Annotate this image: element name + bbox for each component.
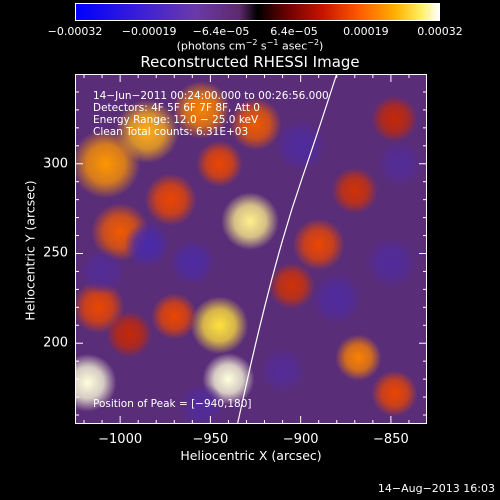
y-axis-label: Heliocentric Y (arcsec)	[22, 180, 38, 321]
peak-position-label: Position of Peak = [−940,180]	[93, 398, 252, 410]
emission-source	[371, 370, 418, 417]
colorbar-units-sup1: −2	[245, 38, 258, 47]
colorbar-units-close: )	[319, 39, 324, 53]
colorbar-tick-labels: −0.00032 −0.00019 −6.4e−05 6.4e−05 0.00019 0.…	[0, 25, 500, 39]
emission-source	[115, 99, 179, 164]
negative-residual	[376, 140, 424, 187]
emission-source	[331, 167, 378, 214]
y-tick-label: 200	[43, 335, 68, 351]
plot-frame	[75, 74, 427, 424]
emission-source	[144, 173, 197, 226]
x-tick-label: −950	[192, 432, 229, 447]
colorbar-units-text: (photons cm	[176, 39, 246, 53]
emission-source	[106, 311, 153, 358]
negative-residual	[310, 272, 363, 325]
emission-source	[172, 81, 231, 139]
colorbar-tick-label: −6.4e−05	[192, 25, 250, 38]
chart-title: Reconstructed RHESSI Image	[140, 53, 360, 71]
info-line-energy: Energy Range: 12.0 − 25.0 keV	[93, 114, 259, 126]
negative-residual	[124, 221, 171, 268]
emission-source	[268, 262, 315, 309]
colorbar	[75, 3, 440, 21]
negative-residual	[169, 239, 216, 286]
emission-source	[196, 140, 243, 187]
negative-residual	[178, 382, 225, 424]
colorbar-tick-label: 6.4e−05	[270, 25, 318, 38]
x-axis-label: Heliocentric X (arcsec)	[180, 448, 322, 463]
emission-source	[151, 293, 198, 340]
colorbar-units-sup3: −2	[307, 38, 320, 47]
negative-residual	[259, 347, 306, 394]
emission-source	[371, 95, 418, 142]
colorbar-tick-label: 0.00019	[343, 25, 389, 38]
negative-residual	[274, 119, 327, 172]
x-tick-label: −1000	[98, 432, 143, 447]
info-line-detectors: Detectors: 4F 5F 6F 7F 8F, Att 0	[93, 102, 260, 114]
emission-source	[75, 353, 117, 412]
observation-info: 14−Jun−2011 00:24:00.000 to 00:26:56.000…	[93, 90, 329, 138]
emission-source	[292, 218, 345, 271]
x-tick-labels: −1000 −950 −900 −850	[75, 432, 427, 448]
info-line-time: 14−Jun−2011 00:24:00.000 to 00:26:56.000	[93, 90, 329, 102]
emission-source	[229, 98, 282, 151]
x-tick-label: −900	[282, 432, 319, 447]
solar-limb-line	[236, 74, 338, 424]
emission-source	[221, 192, 279, 251]
emission-source	[190, 296, 249, 355]
colorbar-units: (photons cm−2 s−1 asec−2)	[0, 38, 500, 53]
colorbar-tick-label: −0.00019	[121, 25, 177, 38]
negative-residual	[364, 236, 417, 289]
colorbar-units-sup2: −1	[266, 38, 279, 47]
colorbar-units-end: asec	[278, 39, 308, 53]
y-tick-labels: 300 250 200	[28, 74, 68, 424]
info-line-counts: Clean Total counts: 6.31E+03	[93, 126, 249, 138]
colorbar-tick-label: 0.00032	[417, 25, 463, 38]
colorbar-units-mid: s	[257, 39, 267, 53]
x-tick-label: −850	[373, 432, 409, 447]
emission-source	[335, 334, 382, 381]
footer-timestamp: 14−Aug−2013 16:03	[377, 482, 495, 495]
negative-residual	[78, 248, 126, 295]
y-tick-label: 250	[43, 245, 68, 261]
colorbar-tick-label: −0.00032	[47, 25, 103, 38]
heatmap-plot	[75, 74, 427, 424]
y-tick-label: 300	[43, 156, 68, 172]
